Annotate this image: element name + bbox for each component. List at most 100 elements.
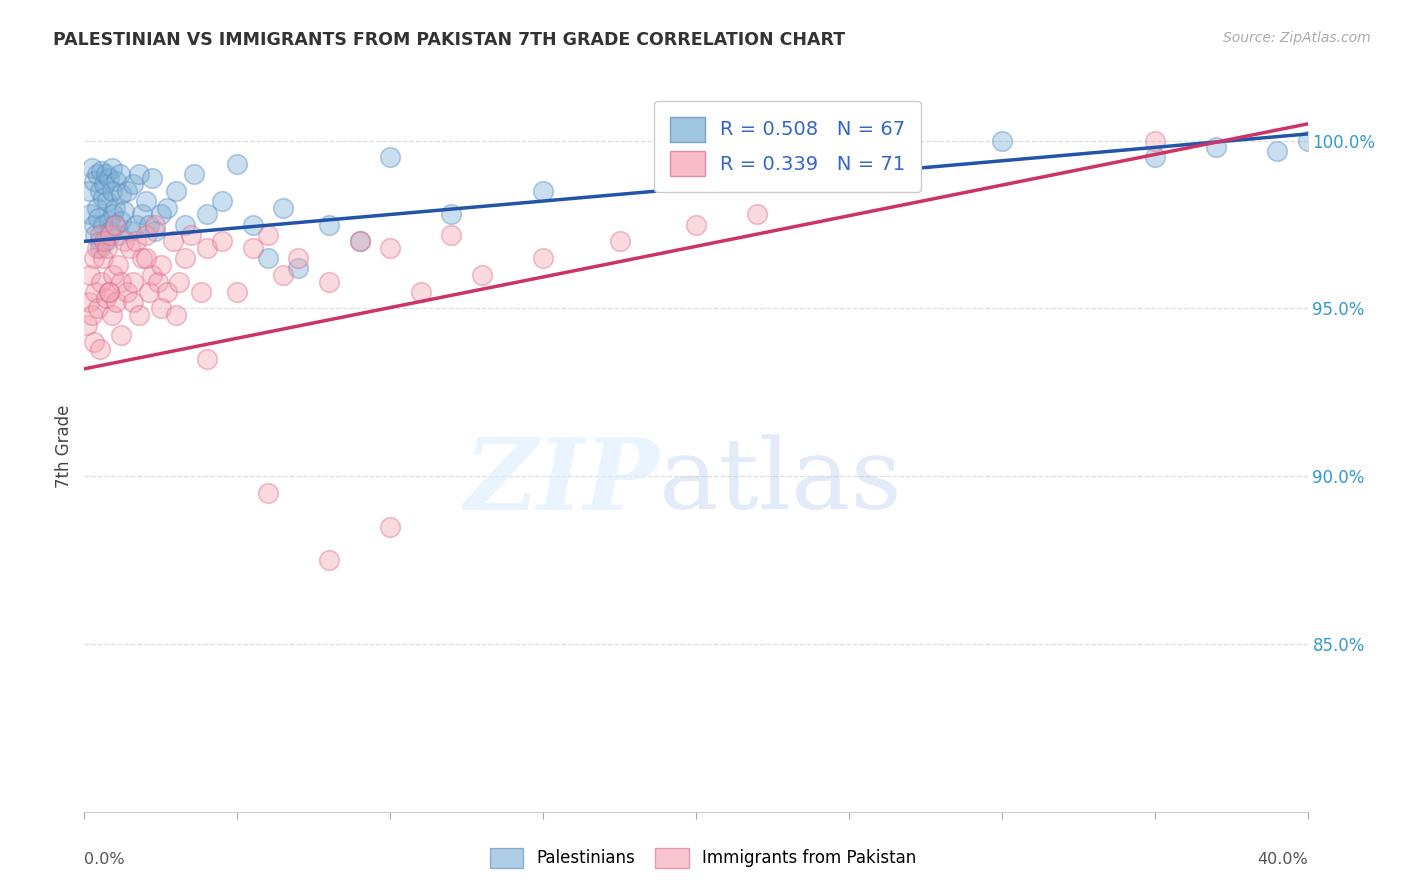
- Point: [125, 218, 148, 232]
- Point: [380, 151, 402, 165]
- Point: [79, 207, 101, 221]
- Point: [89, 184, 111, 198]
- Point: [135, 251, 157, 265]
- Point: [747, 207, 769, 221]
- Point: [271, 201, 294, 215]
- Legend: Palestinians, Immigrants from Pakistan: Palestinians, Immigrants from Pakistan: [484, 841, 922, 875]
- Point: [84, 285, 107, 299]
- Point: [90, 164, 112, 178]
- Point: [991, 134, 1014, 148]
- Point: [838, 151, 860, 165]
- Point: [107, 258, 129, 272]
- Point: [167, 275, 190, 289]
- Point: [1296, 134, 1319, 148]
- Point: [531, 251, 554, 265]
- Point: [97, 285, 120, 299]
- Point: [143, 218, 166, 232]
- Point: [97, 214, 120, 228]
- Point: [93, 178, 115, 192]
- Point: [174, 218, 197, 232]
- Point: [409, 285, 432, 299]
- Point: [149, 207, 172, 221]
- Point: [1143, 134, 1166, 148]
- Point: [110, 275, 132, 289]
- Point: [440, 227, 463, 242]
- Point: [101, 184, 124, 198]
- Point: [91, 218, 114, 232]
- Point: [122, 275, 145, 289]
- Point: [104, 201, 127, 215]
- Point: [90, 275, 112, 289]
- Point: [79, 268, 101, 282]
- Point: [349, 235, 371, 249]
- Point: [135, 227, 157, 242]
- Point: [97, 170, 120, 185]
- Point: [98, 224, 121, 238]
- Point: [101, 161, 124, 175]
- Point: [318, 553, 340, 567]
- Y-axis label: 7th Grade: 7th Grade: [55, 404, 73, 488]
- Legend: R = 0.508   N = 67, R = 0.339   N = 71: R = 0.508 N = 67, R = 0.339 N = 71: [654, 101, 921, 192]
- Point: [162, 235, 184, 249]
- Point: [103, 207, 125, 221]
- Point: [211, 194, 233, 208]
- Point: [149, 258, 172, 272]
- Point: [146, 275, 169, 289]
- Point: [318, 218, 340, 232]
- Point: [104, 218, 127, 232]
- Point: [122, 178, 145, 192]
- Text: PALESTINIAN VS IMMIGRANTS FROM PAKISTAN 7TH GRADE CORRELATION CHART: PALESTINIAN VS IMMIGRANTS FROM PAKISTAN …: [53, 31, 845, 49]
- Point: [103, 268, 125, 282]
- Point: [183, 167, 205, 181]
- Point: [195, 351, 218, 366]
- Point: [128, 167, 150, 181]
- Point: [138, 285, 160, 299]
- Point: [685, 167, 707, 181]
- Text: Source: ZipAtlas.com: Source: ZipAtlas.com: [1223, 31, 1371, 45]
- Point: [318, 275, 340, 289]
- Point: [685, 218, 707, 232]
- Point: [94, 291, 117, 305]
- Point: [110, 187, 132, 202]
- Point: [165, 308, 187, 322]
- Point: [86, 167, 108, 181]
- Point: [131, 207, 153, 221]
- Point: [271, 268, 294, 282]
- Point: [83, 218, 105, 232]
- Point: [101, 308, 124, 322]
- Point: [122, 294, 145, 309]
- Point: [94, 167, 117, 181]
- Point: [609, 235, 631, 249]
- Point: [141, 268, 163, 282]
- Point: [135, 194, 157, 208]
- Point: [107, 227, 129, 242]
- Point: [287, 251, 309, 265]
- Point: [120, 224, 142, 238]
- Point: [242, 241, 264, 255]
- Point: [83, 334, 105, 349]
- Point: [112, 235, 135, 249]
- Text: ZIP: ZIP: [464, 434, 659, 531]
- Point: [156, 285, 179, 299]
- Point: [440, 207, 463, 221]
- Point: [110, 328, 132, 343]
- Point: [125, 235, 148, 249]
- Point: [76, 318, 98, 333]
- Point: [98, 227, 121, 242]
- Point: [195, 207, 218, 221]
- Point: [226, 157, 249, 171]
- Point: [86, 241, 108, 255]
- Point: [91, 191, 114, 205]
- Point: [89, 241, 111, 255]
- Point: [89, 227, 111, 242]
- Point: [180, 227, 202, 242]
- Point: [143, 224, 166, 238]
- Point: [87, 301, 110, 316]
- Point: [195, 241, 218, 255]
- Point: [380, 519, 402, 533]
- Point: [141, 170, 163, 185]
- Point: [104, 218, 127, 232]
- Point: [1265, 144, 1288, 158]
- Point: [115, 184, 138, 198]
- Text: 40.0%: 40.0%: [1257, 852, 1308, 867]
